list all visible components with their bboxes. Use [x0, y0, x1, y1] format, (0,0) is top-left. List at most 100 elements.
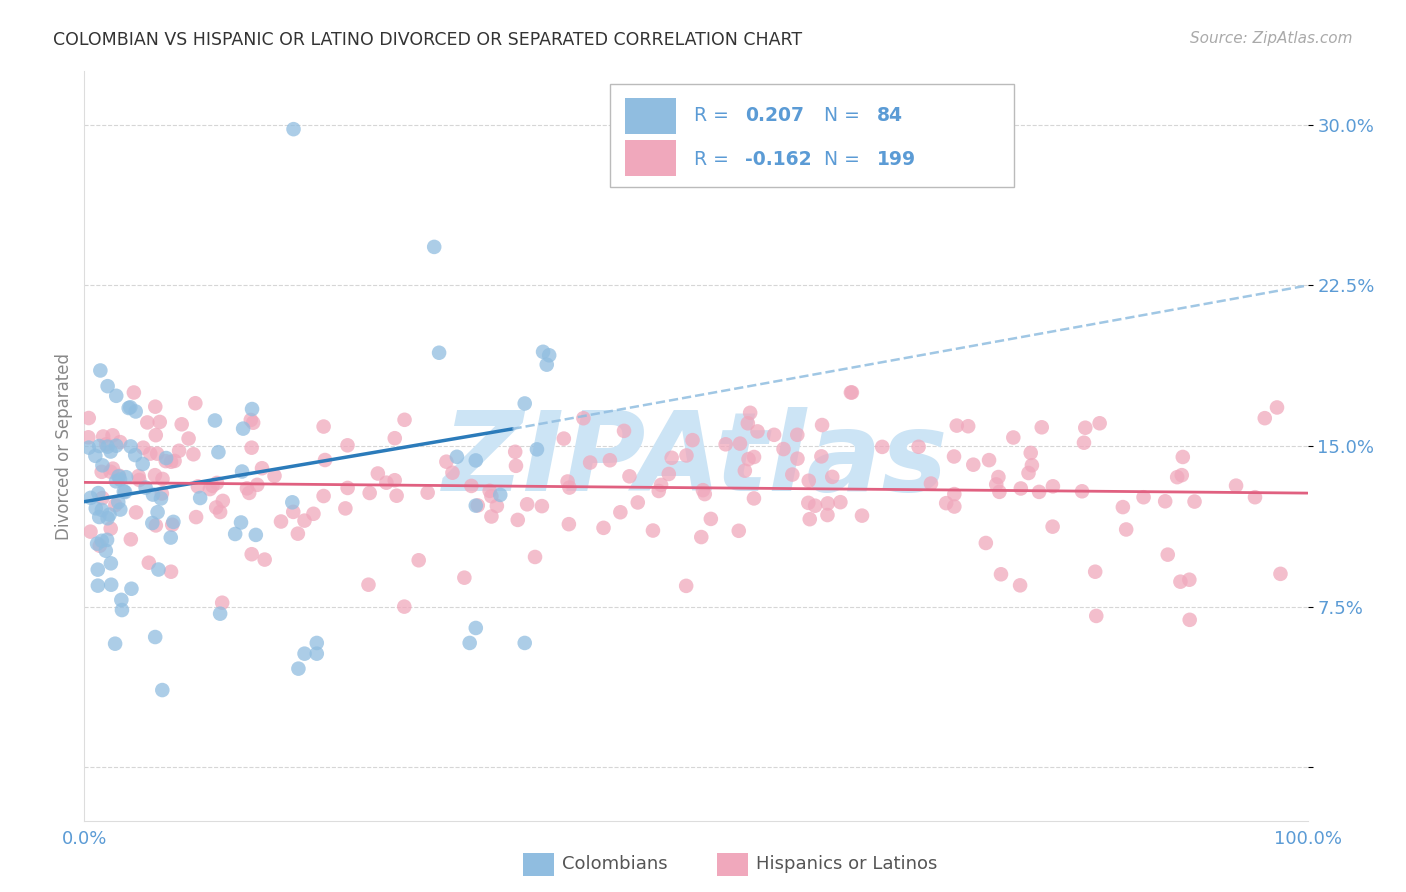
Point	[138, 556, 160, 570]
Point	[97, 511, 120, 525]
Point	[94, 543, 117, 558]
Point	[1178, 573, 1201, 587]
Point	[89, 363, 111, 377]
Point	[77, 411, 100, 425]
Point	[957, 419, 980, 434]
Point	[112, 484, 135, 499]
Point	[77, 441, 100, 455]
Point	[986, 477, 1008, 491]
Point	[558, 517, 581, 532]
Point	[101, 428, 124, 442]
Point	[797, 496, 820, 510]
Point	[427, 345, 450, 359]
Point	[817, 508, 839, 522]
Point	[146, 447, 169, 461]
Point	[538, 348, 561, 362]
Point	[239, 413, 262, 427]
Point	[1042, 479, 1064, 493]
Point	[287, 662, 309, 676]
Point	[385, 489, 408, 503]
Point	[79, 491, 101, 505]
Point	[198, 482, 221, 496]
Point	[384, 473, 406, 487]
Point	[1254, 411, 1277, 425]
Point	[115, 470, 138, 484]
Point	[394, 413, 416, 427]
Point	[464, 453, 486, 467]
Point	[294, 514, 316, 528]
Point	[977, 453, 1000, 467]
Point	[357, 577, 380, 591]
Point	[797, 474, 820, 488]
Point	[124, 448, 146, 462]
Point	[1132, 490, 1154, 504]
Point	[87, 579, 110, 593]
Point	[209, 607, 232, 621]
Point	[122, 385, 145, 400]
Point	[990, 567, 1012, 582]
Point	[110, 502, 132, 516]
Point	[648, 483, 671, 498]
Text: N =: N =	[824, 106, 866, 125]
Point	[485, 499, 508, 513]
Point	[160, 455, 183, 469]
Point	[1019, 446, 1042, 460]
Point	[650, 478, 672, 492]
Point	[120, 582, 142, 596]
Point	[145, 428, 167, 442]
Point	[160, 565, 183, 579]
Point	[945, 418, 967, 433]
Point	[136, 416, 159, 430]
Point	[799, 512, 821, 526]
Point	[506, 513, 529, 527]
Point	[524, 549, 547, 564]
Point	[1166, 470, 1188, 484]
Point	[250, 461, 273, 475]
Point	[149, 491, 172, 506]
Point	[1154, 494, 1177, 508]
Point	[242, 416, 264, 430]
Point	[224, 527, 246, 541]
Point	[89, 539, 111, 553]
Point	[108, 473, 131, 487]
Point	[89, 510, 111, 524]
Point	[1112, 500, 1135, 514]
FancyBboxPatch shape	[626, 140, 676, 177]
Y-axis label: Divorced or Separated: Divorced or Separated	[55, 352, 73, 540]
Point	[245, 528, 267, 542]
Point	[786, 451, 808, 466]
Point	[246, 478, 269, 492]
Point	[167, 443, 190, 458]
Point	[240, 402, 263, 417]
Point	[841, 385, 863, 400]
Point	[283, 122, 305, 136]
Point	[810, 450, 832, 464]
Point	[120, 401, 142, 415]
Point	[204, 413, 226, 427]
Point	[90, 503, 112, 517]
Point	[162, 515, 184, 529]
Point	[782, 467, 804, 482]
Point	[142, 487, 165, 501]
Point	[77, 430, 100, 444]
Text: COLOMBIAN VS HISPANIC OR LATINO DIVORCED OR SEPARATED CORRELATION CHART: COLOMBIAN VS HISPANIC OR LATINO DIVORCED…	[53, 31, 803, 49]
Point	[619, 469, 641, 483]
Point	[149, 415, 172, 429]
Point	[1010, 578, 1032, 592]
Point	[335, 501, 357, 516]
Point	[661, 450, 683, 465]
Point	[851, 508, 873, 523]
Point	[572, 411, 595, 425]
Point	[87, 486, 110, 500]
Point	[96, 440, 118, 454]
Point	[935, 496, 957, 510]
Point	[240, 547, 263, 561]
Point	[139, 447, 162, 461]
Point	[423, 240, 446, 254]
Point	[104, 498, 127, 512]
Point	[135, 481, 157, 495]
Point	[148, 562, 170, 576]
Point	[177, 432, 200, 446]
Point	[478, 483, 501, 498]
Point	[91, 491, 114, 505]
